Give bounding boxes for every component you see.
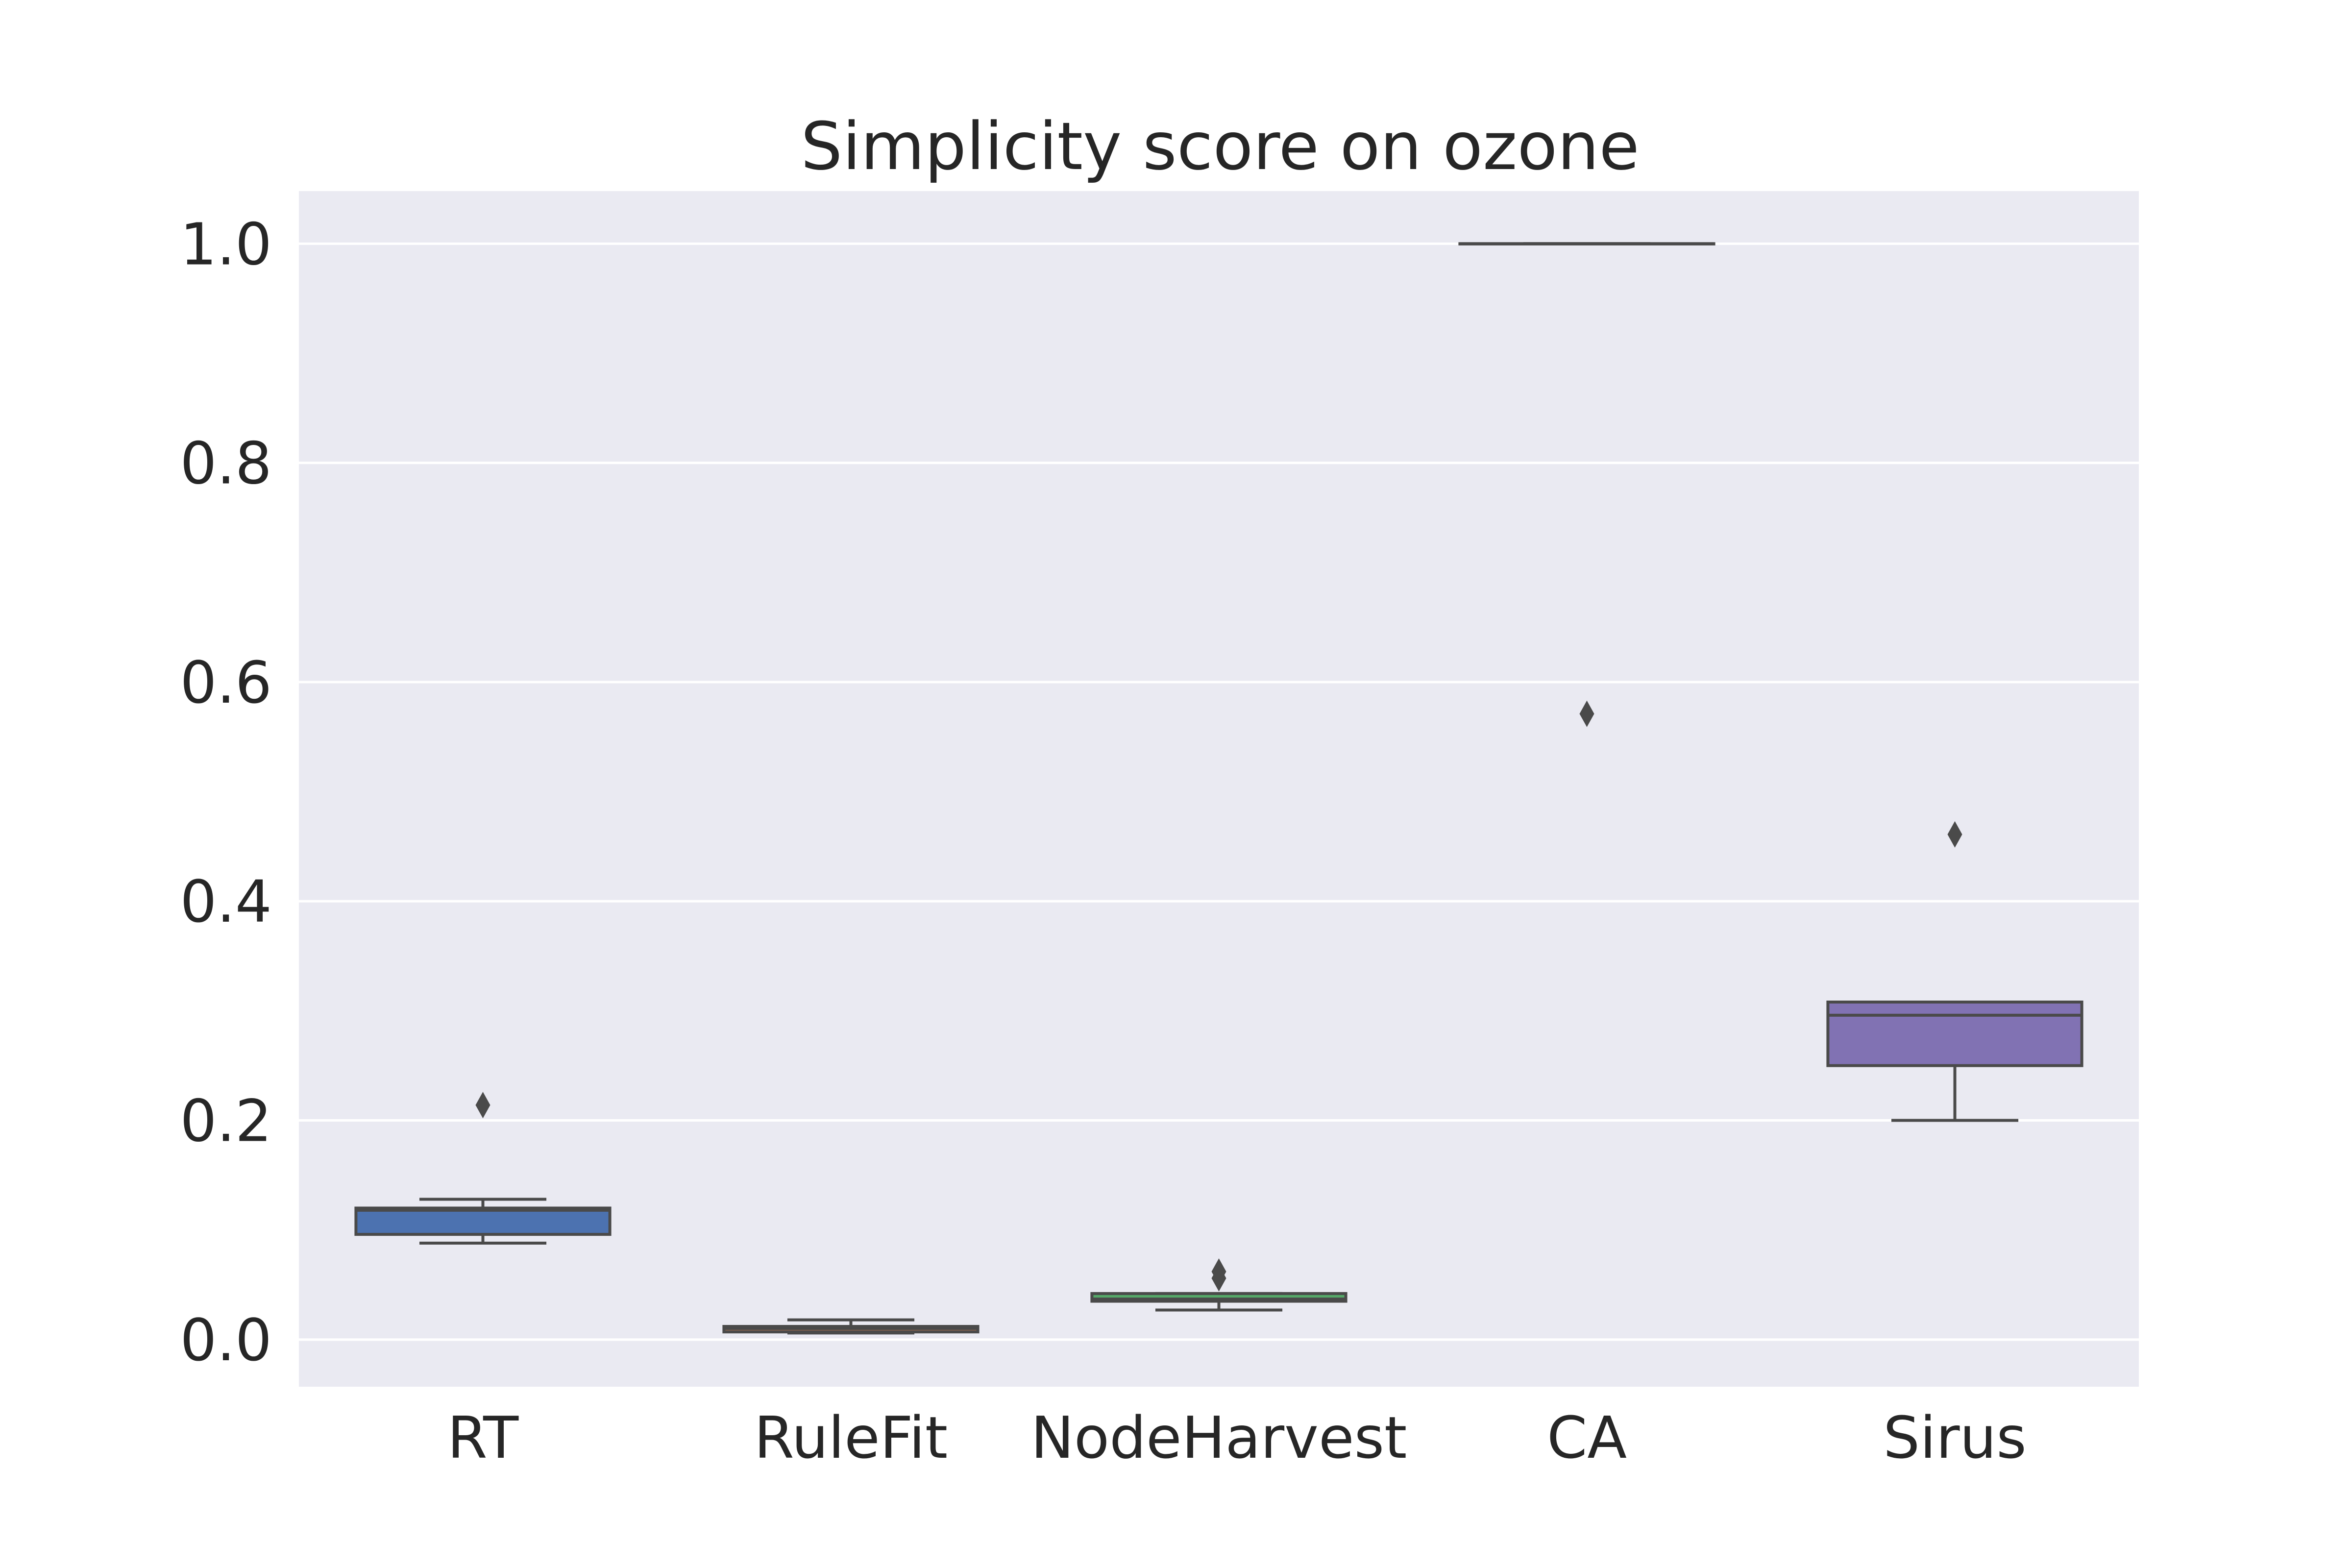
box-rt (354, 1092, 612, 1245)
y-tick-label: 1.0 (180, 210, 272, 278)
outlier-point (1211, 1258, 1226, 1285)
y-tick-label: 0.8 (180, 430, 272, 497)
box-ca (1458, 242, 1715, 727)
y-tick-label: 0.6 (180, 649, 272, 716)
grid-lines (299, 242, 2139, 1341)
chart-title: Simplicity score on ozone (801, 108, 1640, 185)
box-sirus (1826, 821, 2083, 1122)
x-axis-ticks: RT RuleFit NodeHarvest CA Sirus (447, 1404, 2027, 1471)
box-nodeharvest (1090, 1258, 1348, 1312)
x-tick-label: RT (447, 1404, 519, 1471)
y-tick-label: 0.0 (180, 1306, 272, 1374)
x-tick-label: Sirus (1883, 1404, 2026, 1471)
box-rulefit (722, 1318, 980, 1335)
y-axis-ticks: 0.0 0.2 0.4 0.6 0.8 1.0 (180, 210, 272, 1373)
x-tick-label: NodeHarvest (1031, 1404, 1407, 1471)
y-tick-label: 0.4 (180, 868, 272, 935)
box-body (1826, 1000, 2083, 1067)
outlier-point (1579, 700, 1594, 727)
y-tick-label: 0.2 (180, 1087, 272, 1155)
x-tick-label: RuleFit (754, 1404, 948, 1471)
outlier-point (1947, 821, 1962, 848)
box-body (354, 1206, 612, 1236)
plot-area (299, 191, 2139, 1387)
boxes (354, 242, 2083, 1335)
outlier-point (475, 1092, 490, 1119)
x-tick-label: CA (1547, 1404, 1627, 1471)
